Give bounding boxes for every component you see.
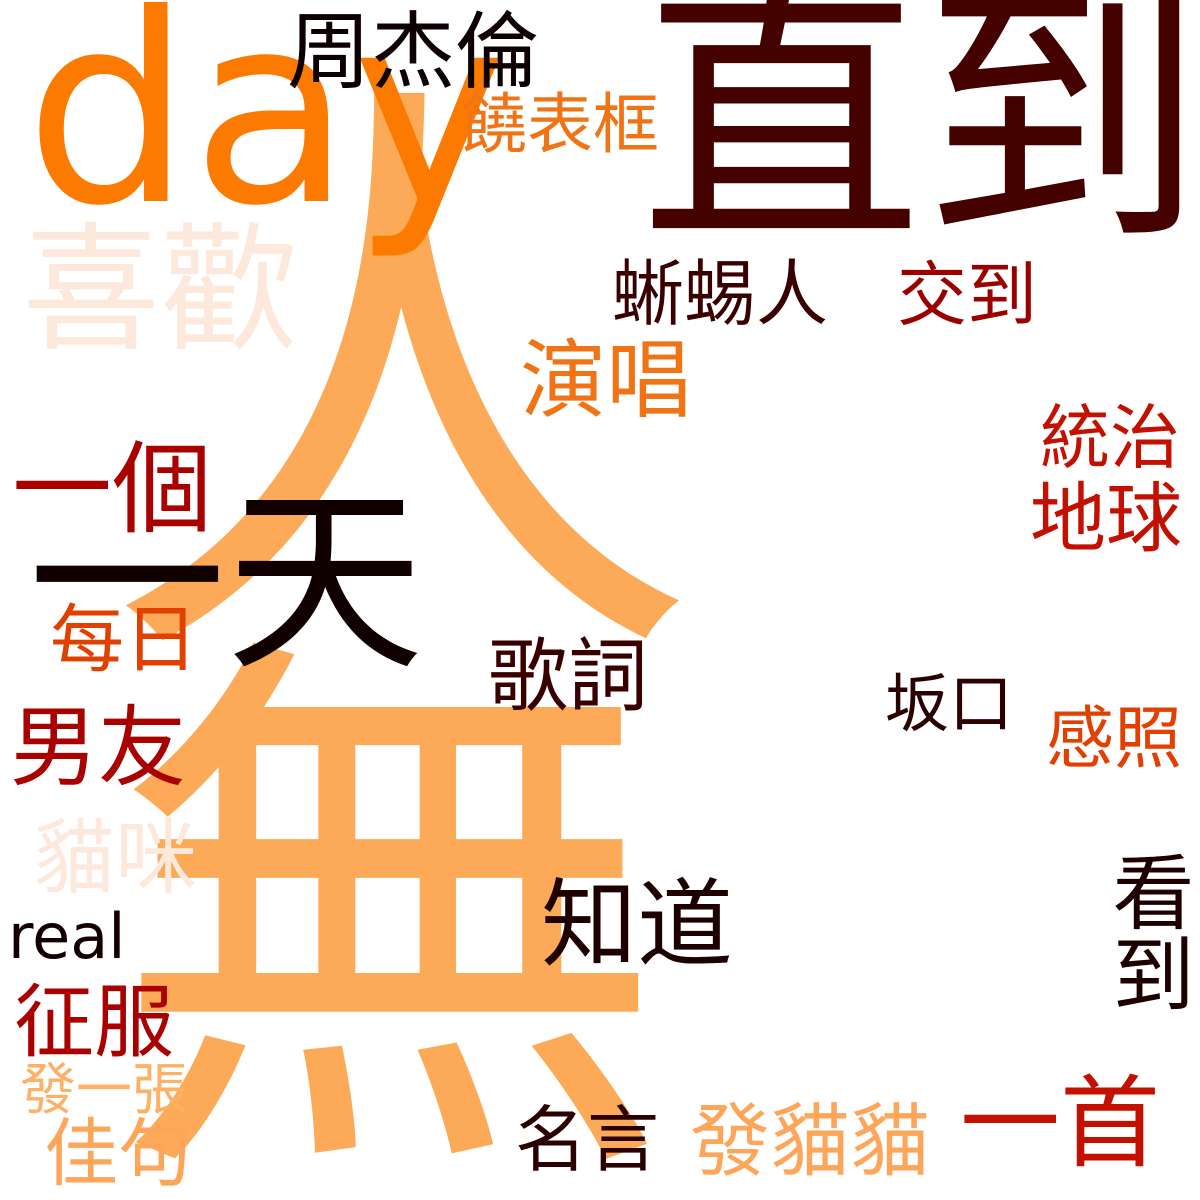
word-yige: 一個 [12,431,212,548]
word-jiaodao: 交到 [897,254,1037,336]
word-xihuan: 喜歡 [22,210,299,371]
word-kandao: 看到 [1098,850,1193,1014]
word-quote: 佳句 [44,1111,192,1197]
word-know: 知道 [541,869,733,981]
word-ganzhao: 感照 [1046,700,1183,779]
word-wuxian: 無 [110,594,670,1200]
word-conquer: 征服 [14,976,174,1069]
word-send-one: 發一張 [20,1058,188,1123]
word-yishou: 一首 [960,1065,1160,1182]
word-ren: 人 [100,38,700,737]
word-real: real [8,900,126,973]
word-concert: 演唱 [520,331,692,431]
word-kitty: 貓咪 [33,811,198,906]
word-boyfriend: 男友 [10,696,187,799]
word-lizard-man: 蜥蜴人 [612,252,829,336]
word-rule: 統治 [1040,397,1180,479]
word-yitian: 一天 [28,467,424,698]
word-zhidao: 直到 [640,0,1200,283]
word-famous-saying: 名言 [515,1098,660,1182]
word-day: day [25,0,507,263]
word-daily: 每日 [50,597,198,683]
word-sakaguchi: 坂口 [885,668,1013,742]
word-lyrics: 歌詞 [488,630,648,723]
word-send-cats: 發貓貓 [690,1095,930,1188]
word-jay-chou: 周杰倫 [287,3,540,101]
word-watch-frame: 饒表框 [461,86,659,163]
word-earth: 地球 [1030,474,1182,563]
